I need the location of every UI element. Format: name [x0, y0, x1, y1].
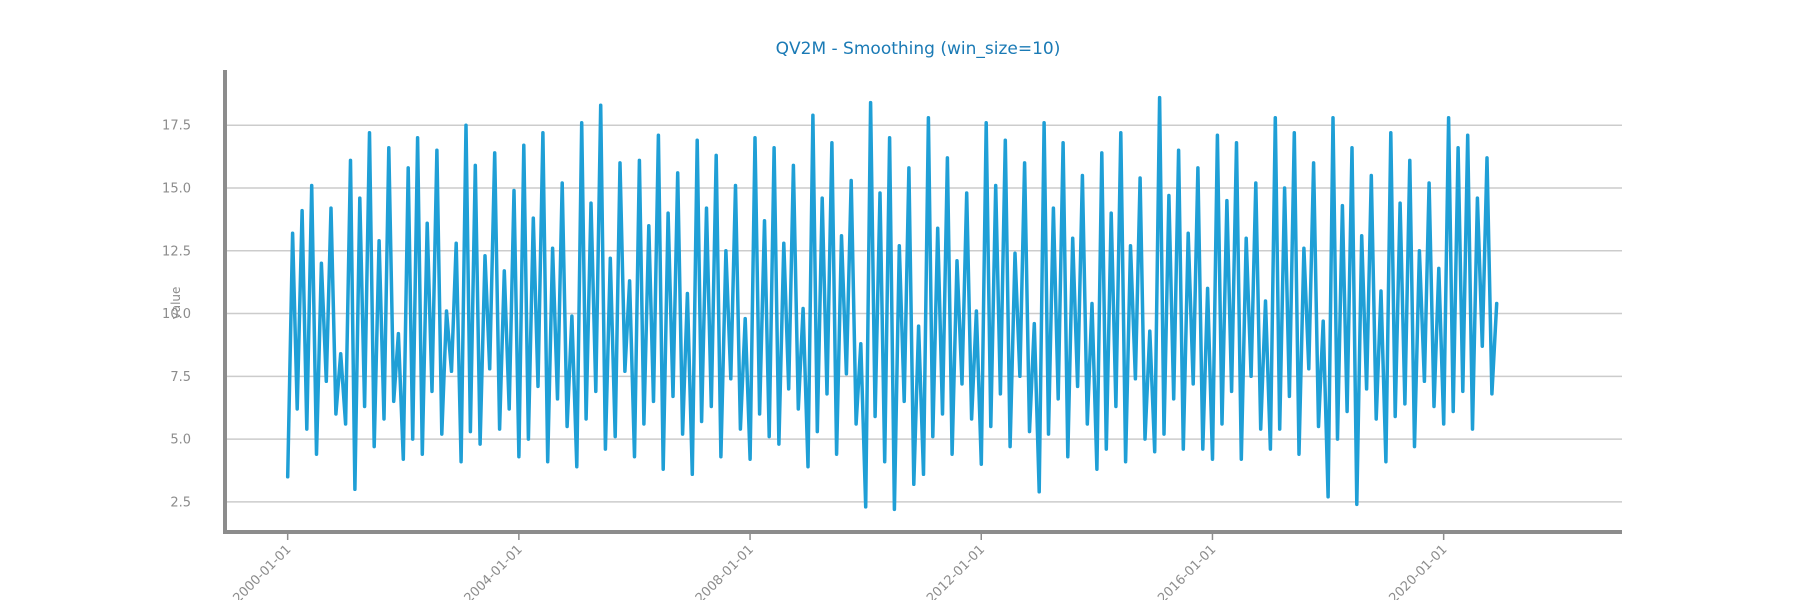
x-tick-label: 2020-01-01 — [1386, 542, 1450, 600]
y-axis-label: value — [169, 287, 183, 320]
y-tick-label: 17.5 — [162, 119, 191, 134]
x-tick-label: 2016-01-01 — [1155, 542, 1219, 600]
series-layer — [285, 95, 1499, 512]
y-tick-label: 15.0 — [162, 182, 191, 197]
y-tick-label: 12.5 — [162, 244, 191, 259]
x-tick-label: 2012-01-01 — [924, 542, 988, 600]
y-tick-label: 2.5 — [170, 495, 191, 510]
x-axis-ticks: 2000-01-01 2004-01-01 2008-01-01 2012-01-01… — [230, 534, 1450, 600]
chart-title: QV2M - Smoothing (win_size=10) — [776, 39, 1061, 59]
y-tick-label: 7.5 — [170, 370, 191, 385]
y-axis-ticks: 2.5 5.0 7.5 10.0 12.5 15.0 17.5 — [162, 119, 191, 511]
x-tick-label: 2004-01-01 — [462, 542, 526, 600]
y-tick-label: 10.0 — [162, 307, 191, 322]
x-tick-label: 2008-01-01 — [693, 542, 757, 600]
y-tick-label: 5.0 — [170, 433, 191, 448]
x-tick-label: 2000-01-01 — [230, 542, 294, 600]
series-line — [285, 95, 1499, 512]
